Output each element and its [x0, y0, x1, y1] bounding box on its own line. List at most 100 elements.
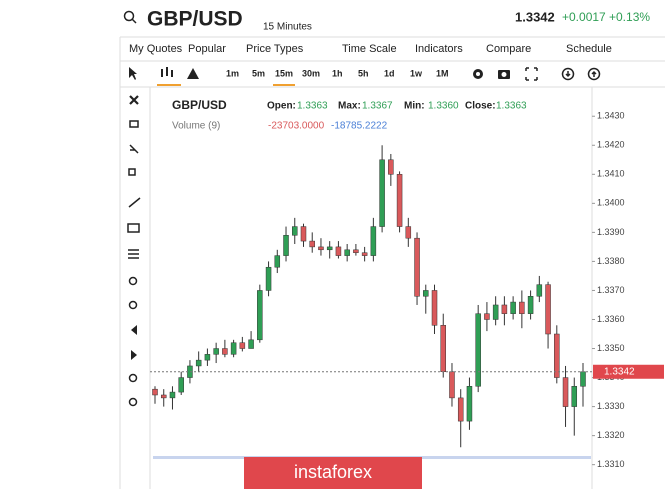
area-icon[interactable] — [187, 68, 199, 79]
open-value: 1.3363 — [297, 101, 328, 112]
close-label: Close: — [465, 101, 496, 112]
candle-body — [440, 325, 446, 373]
candle-body — [309, 240, 315, 248]
min-label: Min: — [404, 101, 425, 112]
timeframe-button[interactable]: 1h — [332, 68, 343, 78]
volume-value-b: -18785.2222 — [331, 121, 388, 132]
candle-body — [554, 333, 560, 378]
erase-tool[interactable] — [129, 120, 139, 128]
menu-item[interactable]: Popular — [188, 43, 226, 55]
candle-body — [160, 394, 167, 399]
candle-body — [536, 284, 543, 297]
cursor-icon[interactable] — [129, 67, 137, 80]
timeframe-button[interactable]: 1d — [384, 68, 395, 78]
candle-body — [475, 313, 481, 387]
candle-body — [527, 296, 534, 314]
max-value: 1.3367 — [362, 101, 393, 112]
candle-body — [257, 290, 263, 341]
fullscreen-icon[interactable] — [525, 67, 538, 81]
fib-tool[interactable] — [128, 249, 139, 259]
y-tick-label: 1.3330 — [597, 401, 625, 411]
candle-body — [388, 159, 394, 175]
left-toolbar — [127, 95, 141, 407]
timeframe-button[interactable]: 5m — [252, 68, 265, 78]
zoom-reset-tool[interactable] — [128, 397, 138, 407]
menu-item[interactable]: My Quotes — [129, 43, 183, 55]
rect-tool[interactable] — [127, 223, 140, 233]
candle-body — [318, 246, 324, 251]
candle-body — [230, 342, 237, 355]
candle-body — [405, 226, 412, 239]
plot: 1.33101.33201.33301.33401.33501.33601.33… — [150, 111, 664, 469]
last-price: 1.3342 — [515, 9, 555, 24]
timeframe-button[interactable]: 30m — [302, 68, 320, 78]
y-tick-label: 1.3380 — [597, 256, 625, 266]
timeframe-button[interactable]: 1m — [226, 68, 239, 78]
menu-item[interactable]: Price Types — [246, 43, 304, 55]
volume-label: Volume (9) — [172, 121, 220, 132]
timeframe-button[interactable]: 15m — [275, 68, 293, 78]
volume-value-a: -23703.0000 — [268, 121, 325, 132]
copy-tool[interactable] — [128, 168, 136, 176]
zoom-fit-tool[interactable] — [128, 373, 138, 383]
open-label: Open: — [267, 101, 296, 112]
candle-body — [353, 249, 359, 253]
candle-body — [283, 235, 289, 256]
candle-body — [204, 354, 211, 361]
menu-item[interactable]: Compare — [486, 43, 531, 55]
y-tick-label: 1.3370 — [597, 285, 625, 295]
price-change: +0.0017 — [562, 10, 606, 24]
candle-body — [344, 249, 350, 256]
y-tick-label: 1.3410 — [597, 169, 625, 179]
price-change-percent: +0.13% — [609, 10, 650, 24]
search-icon[interactable] — [123, 10, 137, 24]
candle-body — [335, 246, 342, 256]
menu-item[interactable]: Time Scale — [342, 43, 397, 55]
candle-body — [466, 386, 473, 422]
close-tool[interactable] — [129, 95, 139, 105]
magnet-tool[interactable] — [129, 144, 139, 154]
candle-body — [379, 159, 385, 227]
y-tick-label: 1.3310 — [597, 459, 625, 469]
candle-body — [545, 284, 551, 335]
scroll-right-tool[interactable] — [131, 350, 137, 360]
info-symbol: GBP/USD — [172, 98, 227, 112]
candle-body — [449, 371, 455, 399]
menu-item[interactable]: Schedule — [566, 43, 612, 55]
candle-body — [580, 371, 586, 387]
zoom-out-tool[interactable] — [128, 300, 138, 310]
candle-body — [414, 237, 420, 297]
candle-body — [431, 290, 438, 326]
candle-body — [492, 304, 499, 320]
candle-body — [423, 290, 429, 297]
download-icon[interactable] — [561, 67, 575, 81]
watermark-box — [244, 457, 422, 489]
y-tick-label: 1.3350 — [597, 343, 625, 353]
timeframe-button[interactable]: 1M — [436, 68, 449, 78]
candle-body — [292, 226, 298, 236]
candle-body — [248, 339, 254, 349]
settings-icon[interactable] — [473, 69, 483, 79]
current-price-tag — [593, 364, 664, 379]
candle-body — [300, 226, 307, 242]
y-tick-label: 1.3420 — [597, 140, 625, 150]
zoom-in-tool[interactable] — [128, 276, 138, 286]
candle-body — [562, 377, 569, 407]
timeframe-button[interactable]: 5h — [358, 68, 369, 78]
candle-body — [571, 386, 578, 407]
line-tool[interactable] — [128, 197, 141, 208]
scroll-left-tool[interactable] — [131, 325, 137, 335]
y-tick-label: 1.3390 — [597, 227, 625, 237]
candles-icon[interactable] — [161, 67, 173, 77]
menu-item[interactable]: Indicators — [415, 43, 463, 55]
candle-body — [274, 255, 281, 268]
timeframe-button[interactable]: 1w — [410, 68, 423, 78]
candle-body — [222, 348, 228, 355]
upload-icon[interactable] — [587, 67, 601, 81]
candle-body — [510, 301, 516, 314]
y-tick-label: 1.3430 — [597, 111, 625, 121]
y-tick-label: 1.3320 — [597, 430, 625, 440]
candle-body — [501, 304, 508, 314]
camera-icon[interactable] — [498, 70, 510, 79]
